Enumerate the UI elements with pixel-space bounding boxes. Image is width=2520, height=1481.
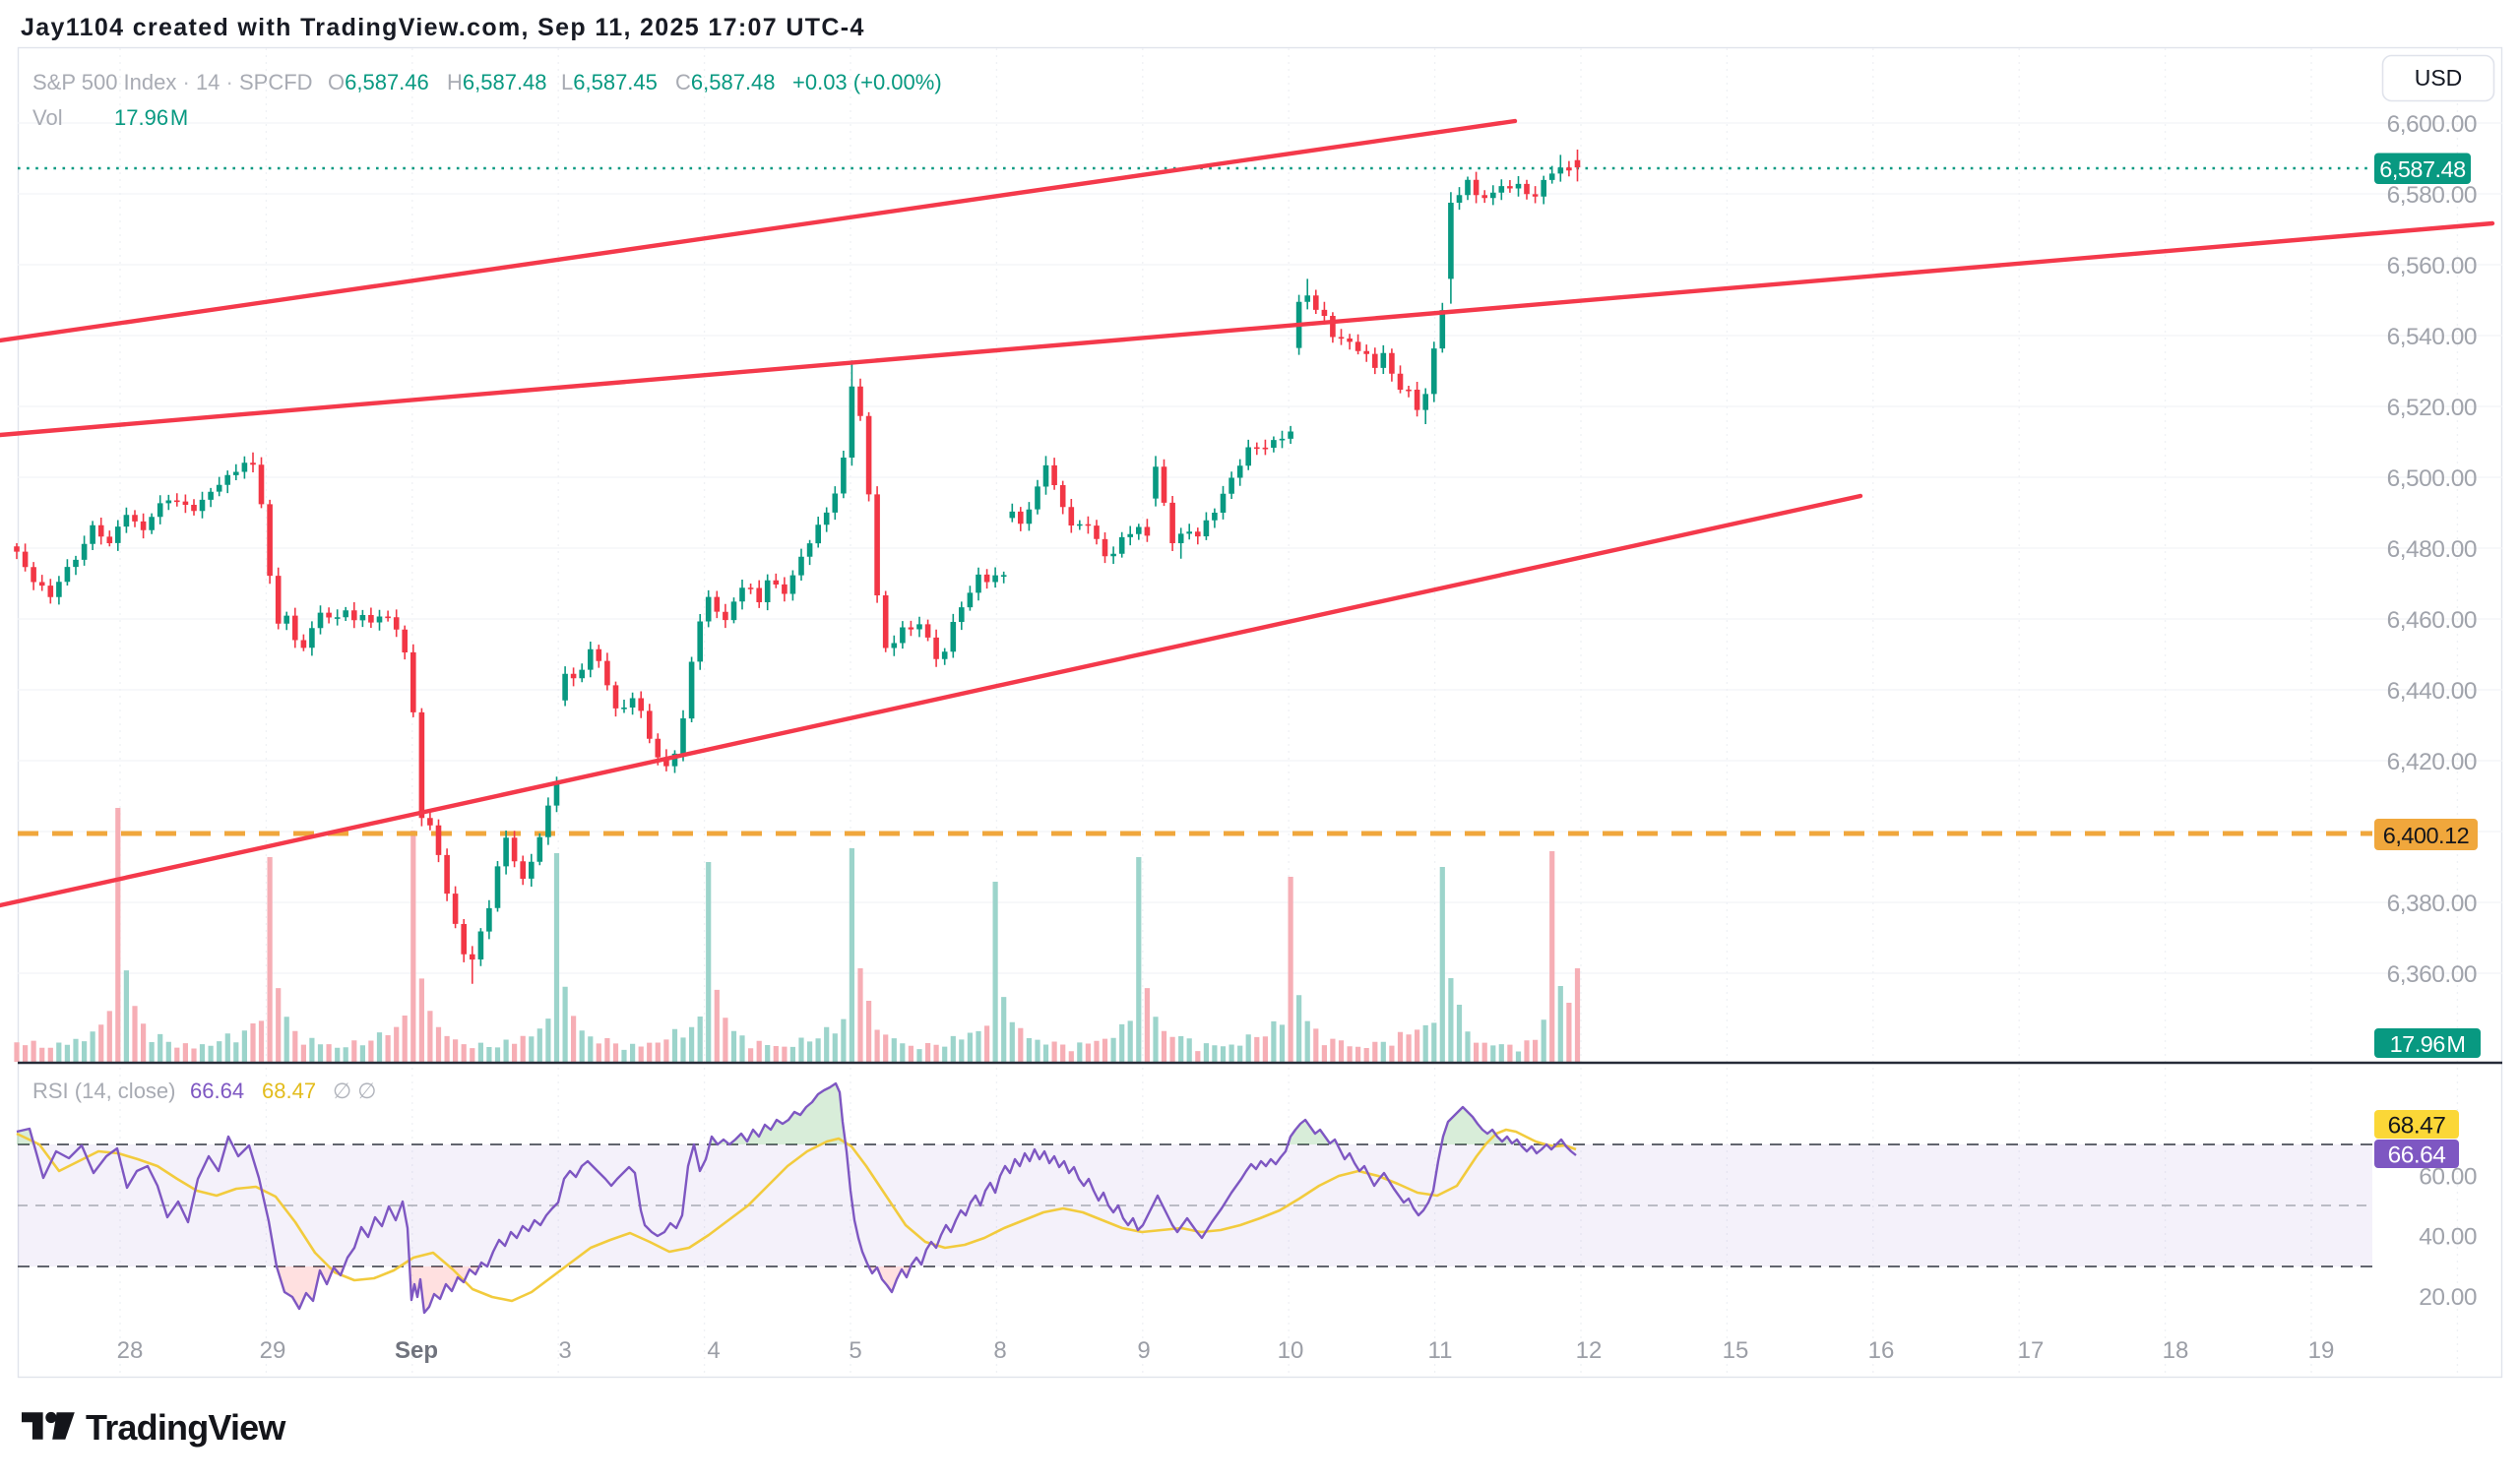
- svg-text:28: 28: [117, 1337, 144, 1364]
- svg-text:11: 11: [1428, 1337, 1453, 1364]
- svg-text:3: 3: [558, 1337, 571, 1364]
- svg-text:TradingView: TradingView: [86, 1407, 286, 1448]
- svg-text:16: 16: [1868, 1337, 1895, 1364]
- svg-text:6,500.00: 6,500.00: [2387, 465, 2477, 492]
- svg-text:S&P 500 Index · 14 · SPCFD O6: S&P 500 Index · 14 · SPCFD O6,587.46 H6,5…: [32, 70, 942, 94]
- svg-text:40.00: 40.00: [2419, 1223, 2477, 1250]
- svg-text:29: 29: [260, 1337, 286, 1364]
- svg-text:19: 19: [2308, 1337, 2335, 1364]
- svg-text:6,460.00: 6,460.00: [2387, 607, 2477, 634]
- svg-text:6,380.00: 6,380.00: [2387, 891, 2477, 917]
- svg-text:6,420.00: 6,420.00: [2387, 749, 2477, 775]
- svg-text:USD: USD: [2415, 65, 2463, 91]
- svg-text:6,587.48: 6,587.48: [2379, 156, 2466, 182]
- svg-text:6,560.00: 6,560.00: [2387, 253, 2477, 279]
- svg-text:68.47: 68.47: [2388, 1112, 2446, 1139]
- svg-text:6,580.00: 6,580.00: [2387, 182, 2477, 209]
- svg-text:17: 17: [2018, 1337, 2045, 1364]
- svg-text:8: 8: [993, 1337, 1006, 1364]
- svg-text:10: 10: [1278, 1337, 1304, 1364]
- svg-text:9: 9: [1137, 1337, 1150, 1364]
- svg-text:18: 18: [2163, 1337, 2189, 1364]
- svg-text:6,360.00: 6,360.00: [2387, 961, 2477, 988]
- svg-text:66.64: 66.64: [2388, 1142, 2446, 1168]
- svg-text:6,540.00: 6,540.00: [2387, 324, 2477, 350]
- svg-text:Sep: Sep: [395, 1337, 438, 1364]
- svg-text:6,520.00: 6,520.00: [2387, 395, 2477, 421]
- svg-text:6,400.12: 6,400.12: [2383, 823, 2469, 848]
- svg-text:17.96 M: 17.96 M: [2390, 1031, 2466, 1057]
- svg-text:20.00: 20.00: [2419, 1284, 2477, 1311]
- svg-text:4: 4: [707, 1337, 720, 1364]
- svg-text:6,440.00: 6,440.00: [2387, 678, 2477, 705]
- svg-text:6,480.00: 6,480.00: [2387, 536, 2477, 563]
- svg-text:12: 12: [1576, 1337, 1603, 1364]
- svg-text:15: 15: [1723, 1337, 1749, 1364]
- svg-text:Jay1104 created with TradingVi: Jay1104 created with TradingView.com, Se…: [21, 14, 865, 41]
- svg-text:5: 5: [849, 1337, 861, 1364]
- svg-text:6,600.00: 6,600.00: [2387, 111, 2477, 138]
